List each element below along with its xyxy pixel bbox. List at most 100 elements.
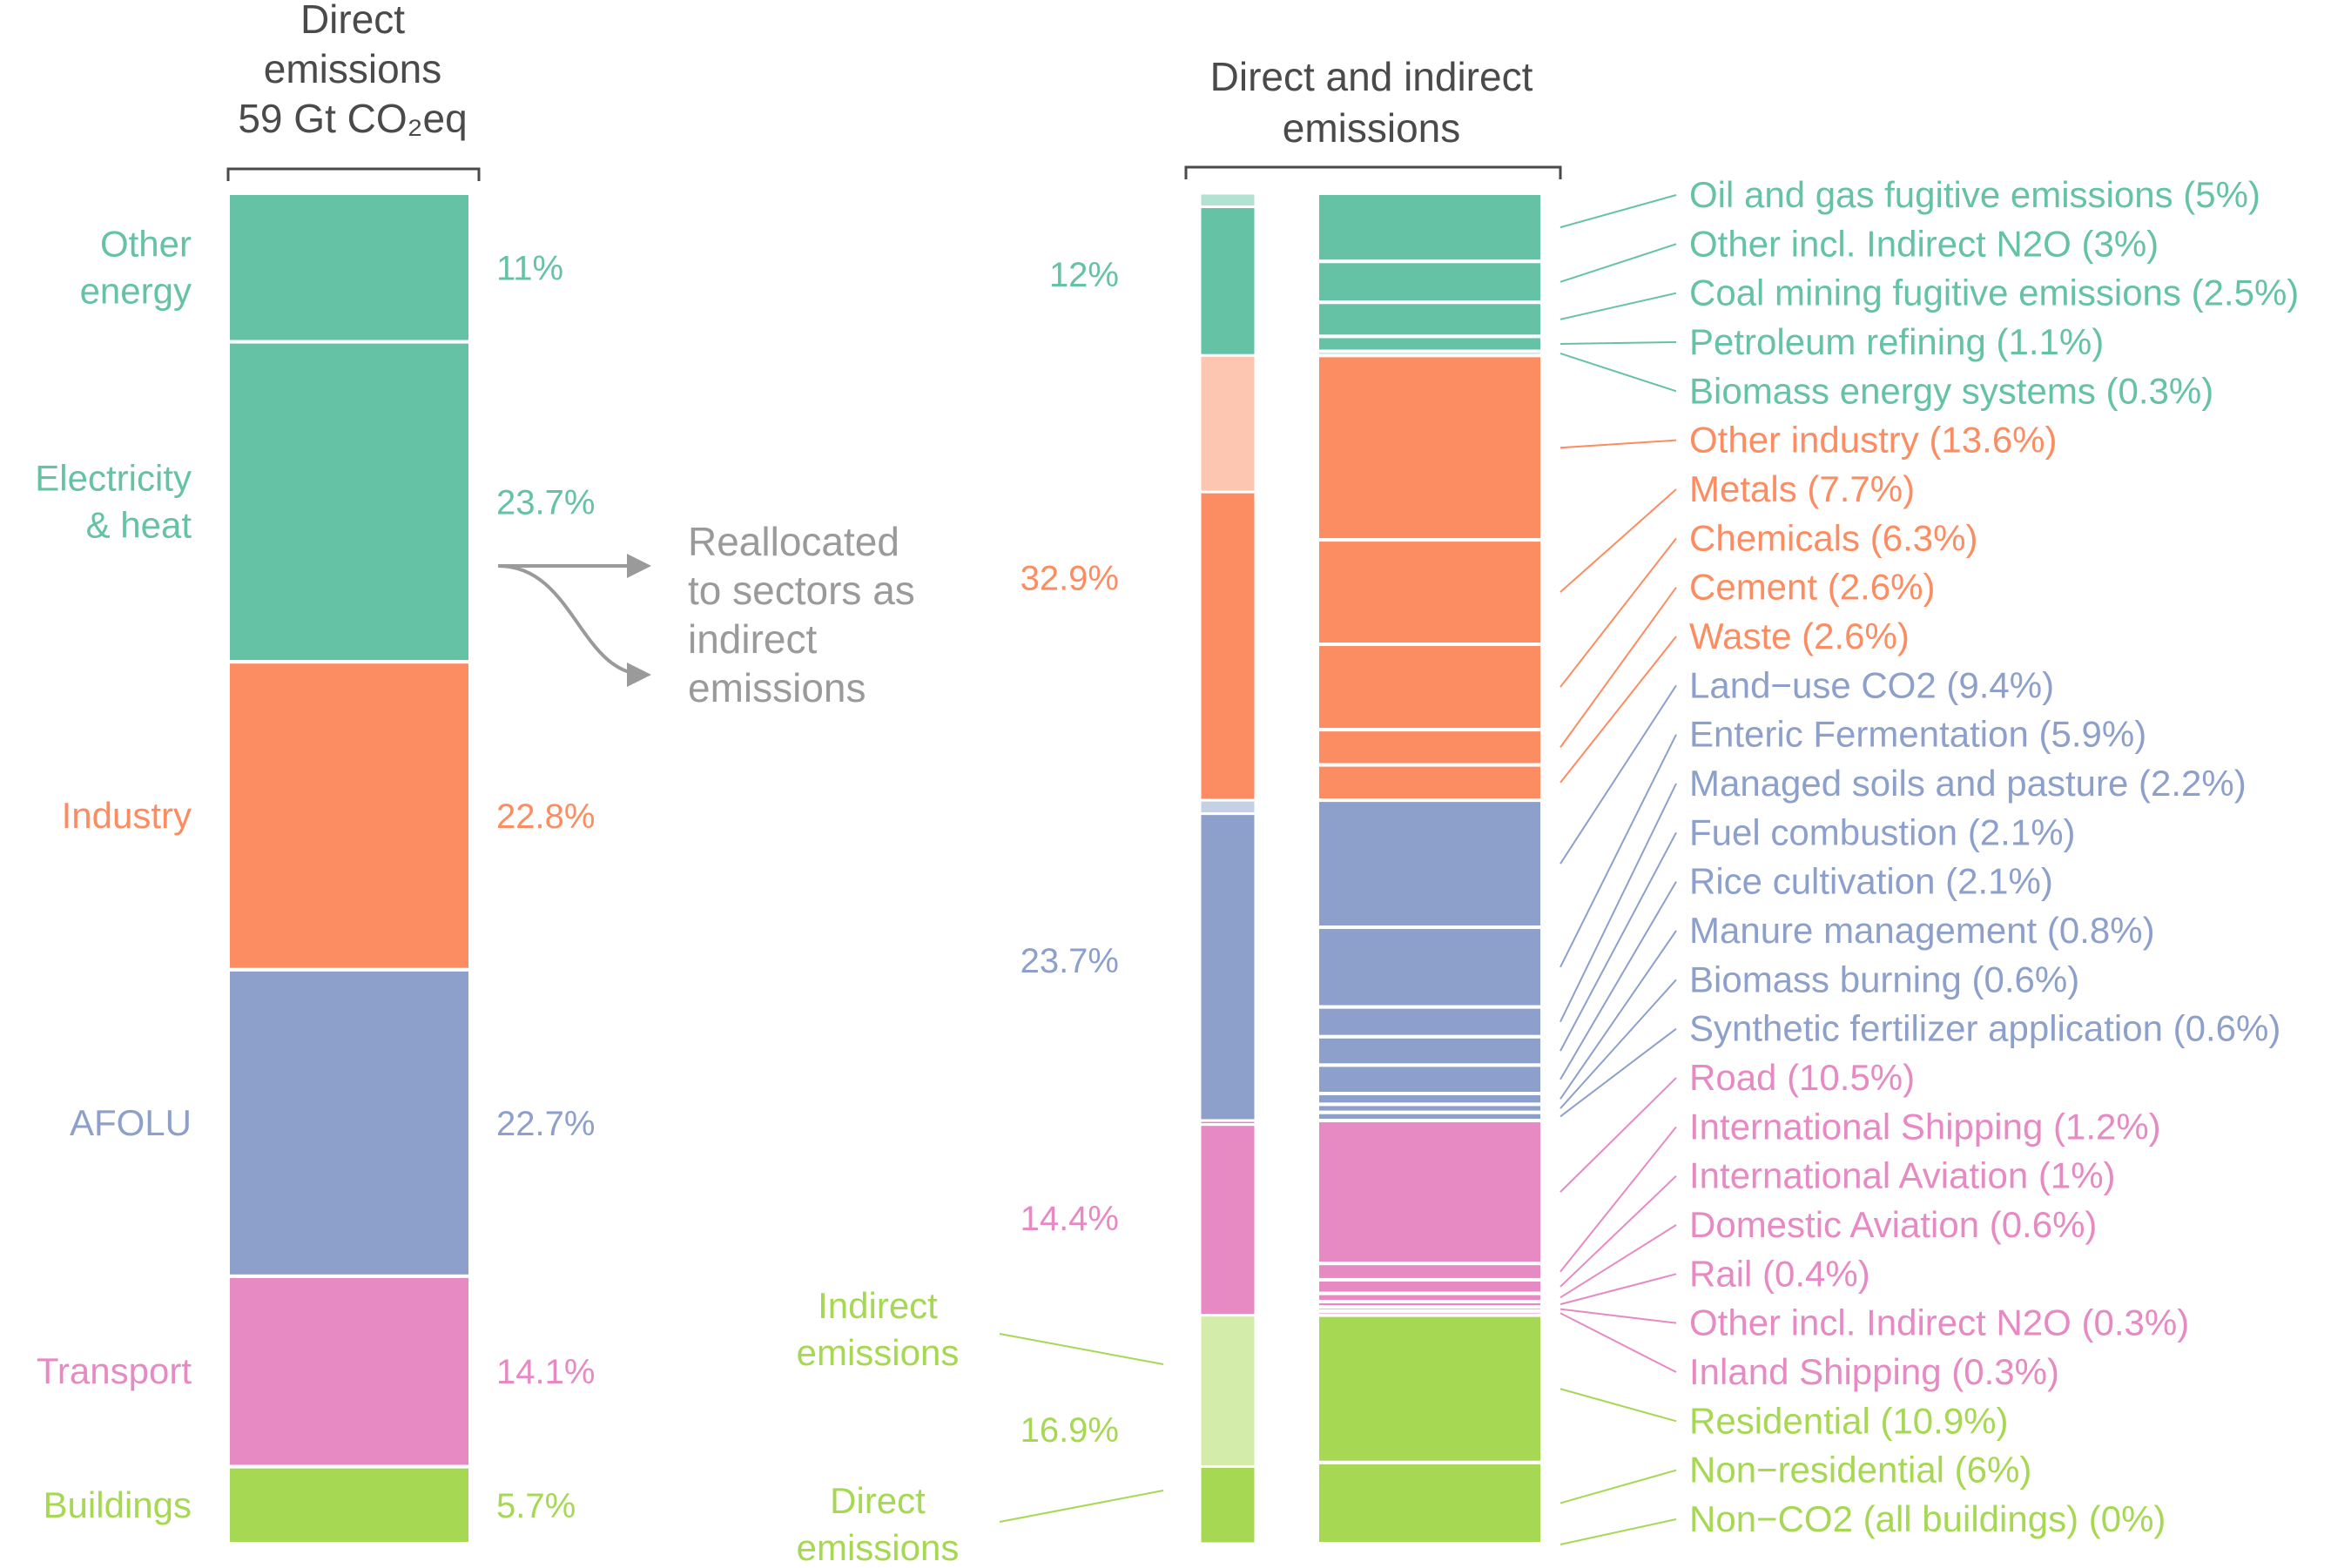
indirect-emissions-label-line2: emissions xyxy=(797,1332,960,1373)
total-bar-indirect-industry xyxy=(1198,353,1257,494)
subsector-label: Rail (0.4%) xyxy=(1689,1253,1870,1294)
direct-value-label: 22.7% xyxy=(496,1105,595,1143)
subsector-leader-line xyxy=(1559,783,1677,1023)
subsector-bar-oil-and-gas-fugitive-emissions-5 xyxy=(1316,192,1544,264)
reallocation-label-line1: Reallocated xyxy=(688,519,899,564)
left-header-line3: 59 Gt CO₂eq xyxy=(238,96,467,141)
direct-value-label: 22.8% xyxy=(496,797,595,836)
direct-category-label: AFOLU xyxy=(70,1102,192,1143)
direct-category-label: Electricity xyxy=(35,457,192,498)
subsector-label: Synthetic fertilizer application (0.6%) xyxy=(1689,1008,2280,1049)
subsector-bar-other-incl-indirect-n2o-3 xyxy=(1316,259,1544,305)
subsector-leader-line xyxy=(1559,1126,1677,1273)
subsector-bar-enteric-fermentation-5-9 xyxy=(1316,925,1544,1009)
subsector-leader-line xyxy=(1559,292,1677,320)
subsector-leader-line xyxy=(1559,488,1677,593)
subsector-label: Metals (7.7%) xyxy=(1689,468,1915,509)
chart-marks: Other energy 11% Electricity & heat 23.7% Indu… xyxy=(35,174,2299,1546)
left-header-line1: Direct xyxy=(300,0,405,42)
subsector-bar-waste-2-6 xyxy=(1316,763,1544,803)
total-bar-direct-industry xyxy=(1198,490,1257,802)
subsector-leader-line xyxy=(1559,979,1677,1109)
subsector-label: Managed soils and pasture (2.2%) xyxy=(1689,763,2247,804)
subsector-leader-line xyxy=(1559,684,1677,865)
subsector-leader-line xyxy=(1559,1312,1677,1373)
subsector-leader-line xyxy=(1559,1273,1677,1306)
indirect-emissions-pointer xyxy=(999,1333,1164,1365)
subsector-leader-line xyxy=(1559,194,1677,229)
direct-value-label: 14.1% xyxy=(496,1353,595,1391)
subsector-leader-line xyxy=(1559,1174,1677,1288)
subsector-label: Enteric Fermentation (5.9%) xyxy=(1689,714,2146,755)
subsector-bar-road-10-5 xyxy=(1316,1119,1544,1266)
subsector-label: Other industry (13.6%) xyxy=(1689,420,2058,461)
direct-emissions-pointer xyxy=(999,1490,1164,1523)
subsector-label: Domestic Aviation (0.6%) xyxy=(1689,1204,2097,1245)
subsector-label: Other incl. Indirect N2O (3%) xyxy=(1689,223,2159,264)
total-value-label-buildings: 16.9% xyxy=(1021,1411,1119,1450)
subsector-leader-line xyxy=(1559,881,1677,1080)
right-header-line2: emissions xyxy=(1283,105,1461,151)
subsector-bar-managed-soils-and-pasture-2-2 xyxy=(1316,1005,1544,1039)
subsector-label: Rice cultivation (2.1%) xyxy=(1689,861,2053,902)
subsector-label: Other incl. Indirect N2O (0.3%) xyxy=(1689,1302,2189,1343)
subsector-leader-line xyxy=(1559,537,1677,688)
indirect-emissions-label-line1: Indirect xyxy=(818,1285,938,1326)
direct-category-label: Transport xyxy=(37,1350,192,1391)
subsector-label: Waste (2.6%) xyxy=(1689,616,1910,656)
total-bar-direct-buildings xyxy=(1198,1465,1257,1545)
subsector-bar-petroleum-refining-1-1 xyxy=(1316,334,1544,353)
subsector-leader-line xyxy=(1559,1308,1677,1324)
total-value-label-energy: 12% xyxy=(1049,256,1119,294)
subsector-leader-line xyxy=(1559,930,1677,1100)
subsector-bar-metals-7-7 xyxy=(1316,538,1544,647)
subsector-label: Biomass burning (0.6%) xyxy=(1689,959,2079,999)
total-bar-indirect-afolu xyxy=(1198,798,1257,816)
direct-emissions-label-line2: emissions xyxy=(797,1527,960,1564)
direct-category-label: energy xyxy=(80,270,192,311)
total-bar-indirect-energy xyxy=(1198,192,1257,209)
subsector-label: Land−use CO2 (9.4%) xyxy=(1689,664,2054,705)
direct-bar-afolu xyxy=(226,967,472,1278)
left-header-line2: emissions xyxy=(264,46,442,91)
direct-category-label: Buildings xyxy=(44,1484,192,1525)
direct-value-label: 5.7% xyxy=(496,1487,576,1525)
subsector-bar-chemicals-6-3 xyxy=(1316,643,1544,732)
total-value-label-afolu: 23.7% xyxy=(1021,942,1119,980)
total-value-label-industry: 32.9% xyxy=(1021,560,1119,598)
subsector-label: Oil and gas fugitive emissions (5%) xyxy=(1689,174,2260,215)
right-header-line1: Direct and indirect xyxy=(1210,54,1533,99)
left-header-bracket xyxy=(226,167,481,181)
subsector-leader-line xyxy=(1559,439,1677,449)
subsector-label: Chemicals (6.3%) xyxy=(1689,517,1977,558)
reallocation-label-line3: indirect xyxy=(688,616,818,662)
subsector-leader-line xyxy=(1559,831,1677,1052)
subsector-leader-line xyxy=(1559,1518,1677,1545)
subsector-label: Coal mining fugitive emissions (2.5%) xyxy=(1689,273,2299,313)
direct-value-label: 11% xyxy=(496,249,563,287)
subsector-leader-line xyxy=(1559,636,1677,784)
total-bar-direct-energy xyxy=(1198,205,1257,357)
direct-value-label: 23.7% xyxy=(496,483,595,522)
subsector-bar-international-shipping-1-2 xyxy=(1316,1262,1544,1282)
subsector-label: Biomass energy systems (0.3%) xyxy=(1689,370,2213,411)
direct-bar-transport xyxy=(226,1274,472,1469)
subsector-label: Inland Shipping (0.3%) xyxy=(1689,1351,2059,1392)
subsector-bar-fuel-combustion-2-1 xyxy=(1316,1034,1544,1067)
subsector-leader-line xyxy=(1559,243,1677,283)
total-bar-direct-transport xyxy=(1198,1123,1257,1317)
subsector-bar-coal-mining-fugitive-emissions-2-5 xyxy=(1316,300,1544,339)
subsector-bar-other-industry-13-6 xyxy=(1316,353,1544,542)
subsector-bar-cement-2-6 xyxy=(1316,728,1544,767)
subsector-bar-non-residential-6 xyxy=(1316,1460,1544,1545)
subsector-leader-line xyxy=(1559,1469,1677,1504)
total-value-label-transport: 14.4% xyxy=(1021,1200,1119,1238)
direct-bar-other-energy xyxy=(226,192,472,344)
direct-category-label: & heat xyxy=(86,504,192,545)
subsector-label: Non−residential (6%) xyxy=(1689,1450,2031,1491)
right-header-bracket xyxy=(1184,165,1562,179)
subsector-leader-line xyxy=(1559,1224,1677,1299)
subsector-label: Road (10.5%) xyxy=(1689,1057,1915,1098)
